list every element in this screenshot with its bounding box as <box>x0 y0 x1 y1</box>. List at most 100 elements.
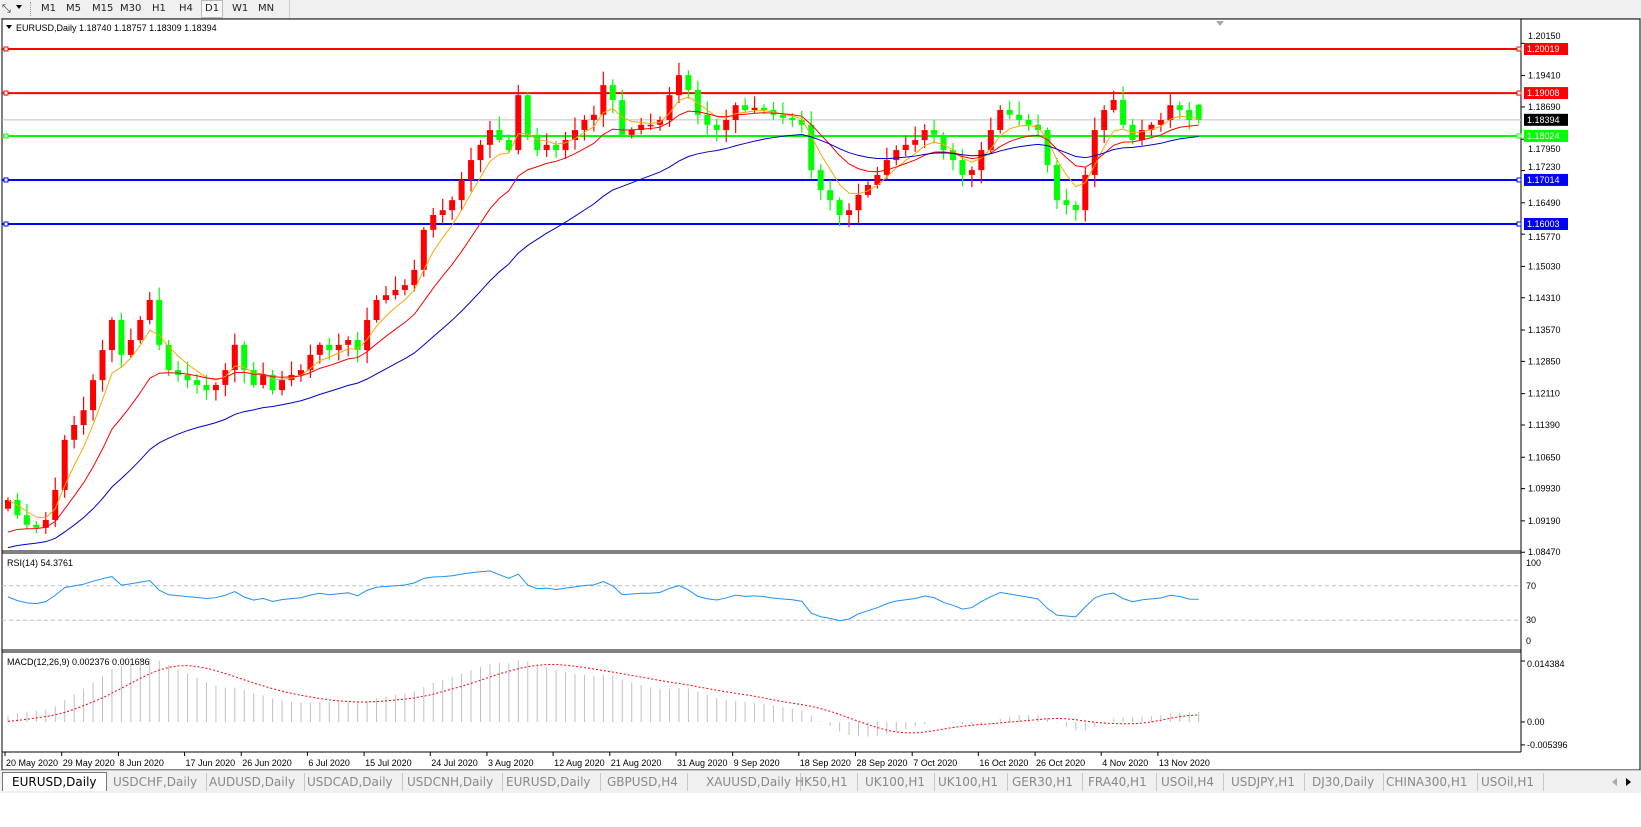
line-anchor-left[interactable] <box>3 46 9 52</box>
chart-tab[interactable]: USDJPY,H1 <box>1222 773 1305 791</box>
chart-window[interactable]: 1.20150 1.19410 1.18690 1.17950 1.17230 1.164… <box>0 0 1641 770</box>
candle-body <box>1157 120 1164 125</box>
chart-tab[interactable]: CHINA300,H1 <box>1377 773 1478 791</box>
candle-body <box>354 340 361 351</box>
candle <box>449 196 456 220</box>
candle <box>80 396 87 435</box>
line-anchor-left[interactable] <box>3 90 9 96</box>
timeframe-d1[interactable]: D1 <box>201 0 224 18</box>
candle <box>241 341 248 384</box>
candle <box>1186 101 1193 130</box>
price-line-tag <box>1524 43 1568 56</box>
candle-body <box>392 289 399 296</box>
candle-body <box>600 85 607 115</box>
ma-mid-line <box>7 110 1199 533</box>
candle-body <box>836 200 843 215</box>
candle-body <box>23 515 30 525</box>
chart-tab[interactable]: UK100,H1 <box>856 773 936 791</box>
rsi-label: RSI(14) 54.3761 <box>7 558 73 568</box>
candle <box>505 134 512 154</box>
chart-tab[interactable]: GBPUSD,H4 <box>598 773 688 791</box>
candle <box>33 521 40 534</box>
chart-tab[interactable]: USDCNH,Daily <box>398 773 504 791</box>
line-anchor-left[interactable] <box>3 221 9 227</box>
candle-body <box>411 269 418 286</box>
candle <box>1157 113 1164 132</box>
line-anchor-right[interactable] <box>1516 46 1522 52</box>
candle <box>997 105 1004 134</box>
timeframe-m5[interactable]: M5 <box>66 3 81 14</box>
line-anchor-right[interactable] <box>1516 133 1522 139</box>
chart-tab[interactable]: EURUSD,Daily <box>2 772 107 791</box>
candle <box>864 181 871 198</box>
candle-body <box>430 214 437 230</box>
candle-body <box>468 160 475 181</box>
chart-tab[interactable]: USOil,H4 <box>1152 773 1224 791</box>
timeframe-h4[interactable]: H4 <box>179 3 193 14</box>
candle <box>486 120 493 158</box>
candle-body <box>42 520 49 528</box>
chart-tab[interactable]: GER30,H1 <box>1003 773 1083 791</box>
candle-body <box>316 344 323 355</box>
candle-body <box>761 107 767 110</box>
chart-tab[interactable]: USOil,H1 <box>1472 773 1544 791</box>
candle <box>1053 157 1060 209</box>
candle <box>723 109 730 143</box>
timeframe-m30[interactable]: M30 <box>120 3 142 14</box>
candle <box>685 70 692 99</box>
chart-tab[interactable]: FRA40,H1 <box>1079 773 1157 791</box>
ma-fast-line <box>7 96 1199 519</box>
collapse-arrow-icon[interactable] <box>6 25 12 29</box>
price-axis-label: 1.09930 <box>1528 484 1561 494</box>
candle <box>430 208 437 238</box>
chart-header-ohlc: EURUSD,Daily 1.18740 1.18757 1.18309 1.1… <box>16 23 217 33</box>
chart-tab[interactable]: HK50,H1 <box>786 773 858 791</box>
line-anchor-right[interactable] <box>1516 177 1522 183</box>
candle <box>883 147 890 180</box>
candle <box>23 503 30 530</box>
chart-tab[interactable]: XAUUSD,Daily <box>697 773 802 791</box>
candle <box>184 361 191 388</box>
chart-tab[interactable]: UK100,H1 <box>929 773 1009 791</box>
timeframe-mn[interactable]: MN <box>258 3 275 14</box>
candle-body <box>203 384 210 391</box>
candle <box>496 116 503 143</box>
line-anchor-left[interactable] <box>3 133 9 139</box>
candle <box>90 374 97 421</box>
line-anchor-right[interactable] <box>1516 90 1522 96</box>
candle-body <box>912 140 919 145</box>
candle-body <box>496 130 503 141</box>
chart-tab[interactable]: EURUSD,Daily <box>497 773 601 791</box>
candle-body <box>675 75 682 96</box>
candle <box>458 172 465 211</box>
line-anchor-left[interactable] <box>3 177 9 183</box>
candle <box>392 276 399 300</box>
chart-tab[interactable]: USDCAD,Daily <box>298 773 403 791</box>
chart-tab[interactable]: DJ30,Daily <box>1303 773 1385 791</box>
timeframe-m1[interactable]: M1 <box>41 3 56 14</box>
candle-body <box>647 124 654 127</box>
line-anchor-right[interactable] <box>1516 221 1522 227</box>
timeframe-m15[interactable]: M15 <box>92 3 114 14</box>
timeframe-h1[interactable]: H1 <box>152 3 166 14</box>
chart-tab[interactable]: AUDUSD,Daily <box>200 773 306 791</box>
timeframe-w1[interactable]: W1 <box>232 3 249 14</box>
chart-shift-icon[interactable] <box>1216 21 1224 26</box>
candle-body <box>364 320 371 351</box>
candle <box>5 497 11 512</box>
candle-body <box>118 320 125 355</box>
candle-body <box>439 210 446 215</box>
candle <box>212 382 219 401</box>
candle <box>742 98 749 113</box>
candle-body <box>1072 204 1079 211</box>
line-tool-icon[interactable]: ⤡ <box>2 2 11 15</box>
tab-scroll-left-icon[interactable] <box>1612 778 1617 786</box>
chart-tab[interactable]: USDCHF,Daily <box>104 773 208 791</box>
date-axis-label: 4 Nov 2020 <box>1102 758 1148 768</box>
candle <box>1101 105 1108 144</box>
tab-scroll-right-icon[interactable] <box>1626 778 1631 786</box>
candle-body <box>486 130 493 145</box>
dropdown-arrow-icon[interactable] <box>16 5 22 9</box>
candle <box>572 117 578 150</box>
candle <box>987 117 994 153</box>
